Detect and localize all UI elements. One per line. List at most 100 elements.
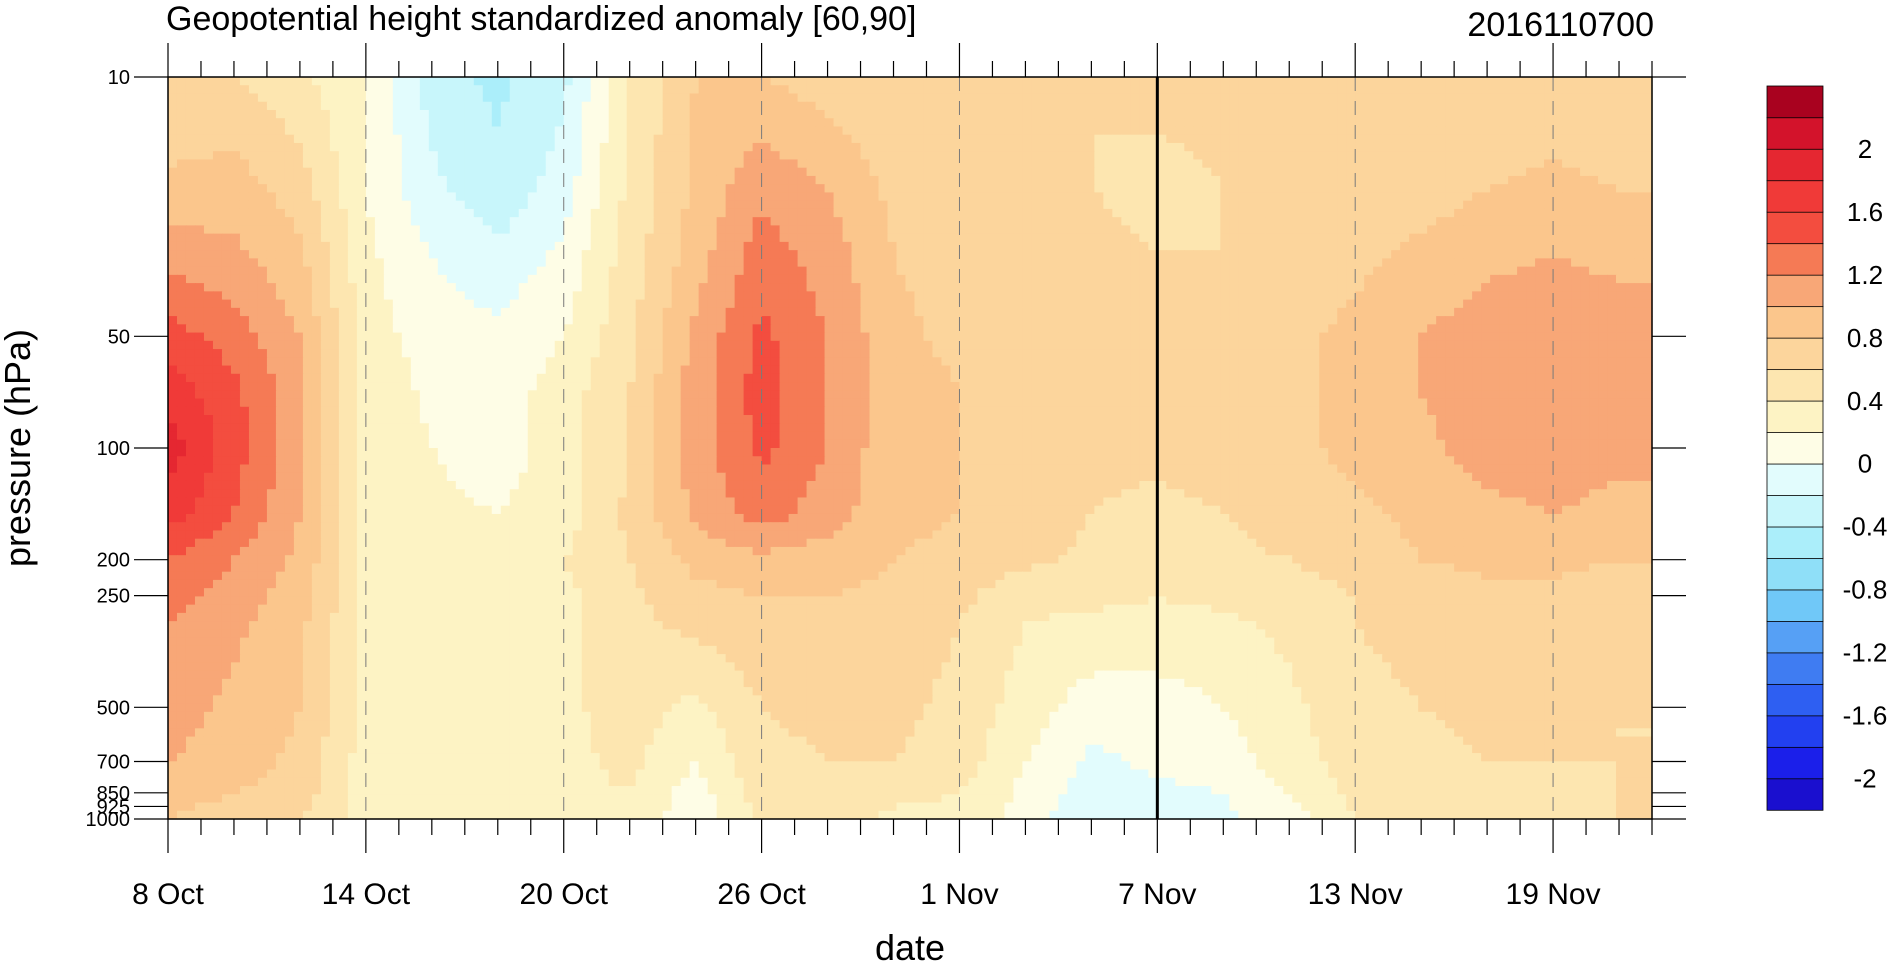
heatmap-cell (1355, 109, 1365, 119)
heatmap-cell (689, 241, 700, 251)
heatmap-cell (1148, 184, 1158, 194)
heatmap-cell (1292, 266, 1302, 276)
heatmap-cell (806, 283, 817, 292)
heatmap-cell (1094, 299, 1104, 309)
heatmap-cell (446, 167, 457, 177)
heatmap-cell (788, 283, 799, 292)
heatmap-cell (455, 167, 466, 177)
heatmap-cell (1490, 217, 1500, 226)
heatmap-cell (644, 93, 655, 103)
heatmap-cell (1436, 250, 1446, 259)
heatmap-cell (1373, 307, 1383, 317)
heatmap-cell (914, 118, 925, 128)
heatmap-cell (797, 118, 808, 128)
heatmap-cell (1391, 192, 1401, 202)
heatmap-cell (1508, 93, 1518, 103)
heatmap-cell (932, 200, 943, 210)
heatmap-cell (176, 192, 187, 202)
heatmap-cell (203, 316, 214, 325)
heatmap-cell (761, 93, 772, 103)
heatmap-cell (572, 77, 583, 86)
heatmap-cell (761, 299, 772, 309)
heatmap-cell (1382, 274, 1392, 284)
heatmap-cell (644, 109, 655, 119)
heatmap-cell (383, 93, 394, 103)
heatmap-cell (734, 134, 745, 144)
heatmap-cell (554, 151, 565, 161)
heatmap-cell (653, 167, 664, 177)
heatmap-cell (257, 266, 268, 276)
heatmap-cell (1085, 126, 1095, 136)
heatmap-cell (1337, 200, 1347, 210)
heatmap-cell (1625, 307, 1635, 317)
heatmap-cell (1130, 299, 1140, 309)
heatmap-cell (1103, 167, 1113, 177)
heatmap-cell (1418, 184, 1428, 194)
heatmap-cell (1598, 101, 1608, 111)
heatmap-cell (977, 217, 988, 226)
heatmap-cell (1265, 126, 1275, 136)
heatmap-cell (338, 151, 349, 161)
heatmap-cell (1409, 151, 1419, 161)
heatmap-cell (698, 159, 709, 169)
heatmap-cell (1274, 241, 1284, 251)
heatmap-cell (743, 241, 754, 251)
heatmap-cell (860, 151, 871, 161)
heatmap-cell (1301, 101, 1311, 111)
heatmap-cell (1130, 134, 1140, 144)
heatmap-cell (1589, 200, 1599, 210)
heatmap-cell (554, 291, 565, 301)
heatmap-cell (311, 93, 322, 103)
heatmap-cell (1607, 250, 1617, 259)
heatmap-cell (1157, 250, 1167, 259)
heatmap-cell (1274, 233, 1284, 243)
heatmap-cell (1022, 101, 1033, 111)
heatmap-cell (1193, 118, 1203, 128)
heatmap-cell (437, 299, 448, 309)
heatmap-cell (779, 299, 790, 309)
heatmap-cell (1040, 93, 1050, 103)
heatmap-cell (1031, 266, 1042, 276)
heatmap-cell (1103, 126, 1113, 136)
heatmap-cell (1085, 142, 1095, 152)
heatmap-cell (257, 101, 268, 111)
heatmap-cell (1031, 142, 1042, 152)
heatmap-cell (284, 241, 295, 251)
heatmap-cell (1517, 266, 1527, 276)
heatmap-cell (1112, 274, 1122, 284)
heatmap-cell (581, 307, 592, 317)
heatmap-cell (329, 167, 340, 177)
heatmap-cell (554, 77, 565, 86)
heatmap-cell (464, 225, 475, 235)
heatmap-cell (1229, 167, 1239, 177)
heatmap-cell (1148, 274, 1158, 284)
heatmap-cell (185, 274, 196, 284)
heatmap-cell (734, 118, 745, 128)
heatmap-cell (626, 134, 637, 144)
heatmap-cell (797, 307, 808, 317)
heatmap-cell (653, 266, 664, 276)
heatmap-cell (968, 184, 979, 194)
heatmap-cell (1049, 200, 1059, 210)
heatmap-cell (1499, 250, 1509, 259)
heatmap-cell (1292, 85, 1302, 95)
heatmap-cell (1535, 192, 1545, 202)
heatmap-cell (1400, 93, 1410, 103)
heatmap-cell (446, 217, 457, 226)
heatmap-cell (383, 233, 394, 243)
heatmap-cell (1256, 241, 1266, 251)
heatmap-cell (1040, 167, 1050, 177)
heatmap-cell (1517, 142, 1527, 152)
heatmap-cell (635, 225, 646, 235)
heatmap-cell (1364, 241, 1374, 251)
heatmap-cell (1094, 208, 1104, 218)
heatmap-cell (266, 77, 277, 86)
heatmap-cell (410, 159, 421, 169)
heatmap-cell (554, 307, 565, 317)
heatmap-cell (1643, 200, 1653, 210)
heatmap-cell (1328, 184, 1338, 194)
heatmap-cell (1607, 109, 1617, 119)
heatmap-cell (1625, 316, 1635, 325)
heatmap-cell (365, 250, 376, 259)
heatmap-cell (959, 159, 970, 169)
